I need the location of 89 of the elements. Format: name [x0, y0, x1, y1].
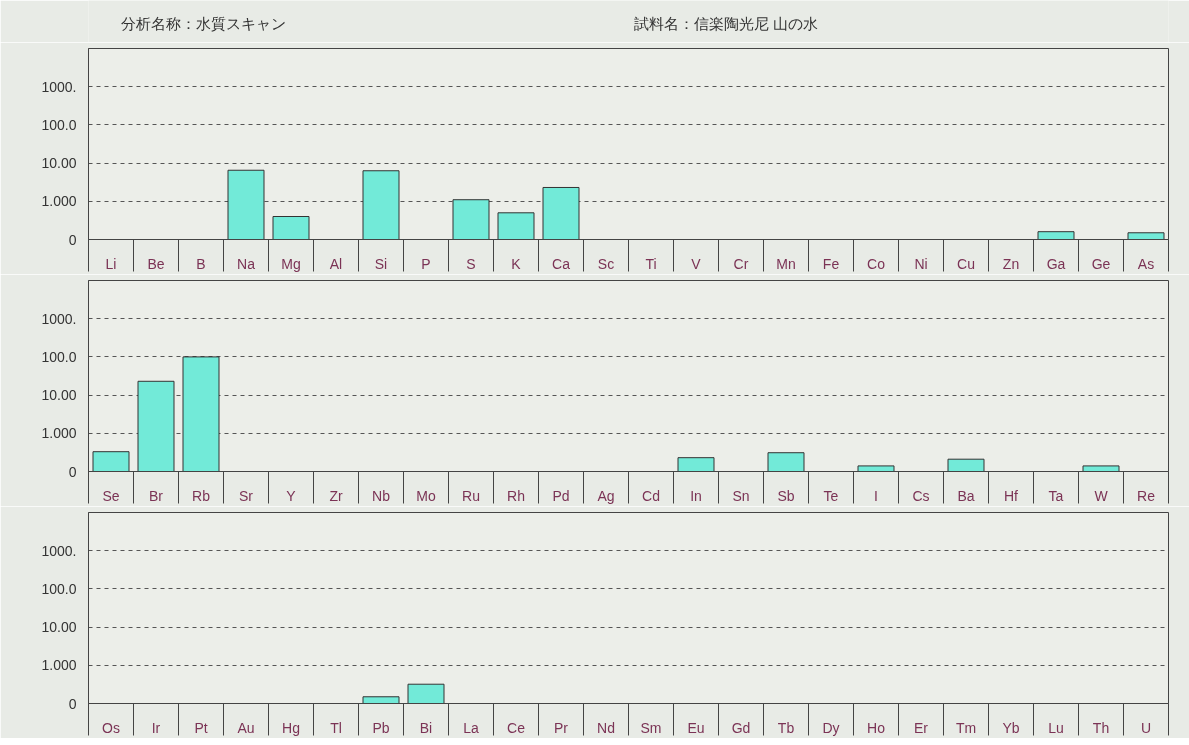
x-tick-label: Br: [149, 487, 164, 504]
text: 分析名称：水質スキャン: [120, 15, 286, 33]
y-tick-label: 1000.: [41, 542, 77, 559]
x-tick-label: Re: [1137, 487, 1156, 504]
x-tick-label: Li: [105, 255, 117, 272]
x-tick-label: Ce: [507, 719, 526, 736]
x-tick-label: Zr: [329, 487, 343, 504]
x-tick-label: In: [690, 487, 702, 504]
x-tick-label: Se: [102, 487, 120, 504]
x-tick-label: Sr: [239, 487, 254, 504]
x-tick-label: Be: [147, 255, 165, 272]
x-tick-label: Ta: [1048, 487, 1064, 504]
x-tick-label: Zn: [1002, 255, 1020, 272]
x-tick-label: U: [1140, 719, 1152, 736]
x-tick-label: Bi: [419, 719, 433, 736]
y-tick-label: 10.00: [41, 619, 77, 636]
x-tick-label: Pt: [194, 719, 208, 736]
y-tick-label: 100.0: [41, 116, 77, 133]
x-tick-label: Ca: [552, 255, 571, 272]
x-tick-label: Rh: [507, 487, 525, 504]
x-tick-label: Pr: [554, 719, 569, 736]
x-tick-label: Pd: [552, 487, 570, 504]
x-tick-label: Ga: [1046, 255, 1066, 272]
x-tick-label: Gd: [731, 719, 751, 736]
x-tick-label: Er: [914, 719, 929, 736]
x-tick-label: Na: [237, 255, 256, 272]
x-tick-label: Yb: [1002, 719, 1020, 736]
x-tick-label: Al: [329, 255, 343, 272]
y-tick-label: 1.000: [41, 193, 77, 210]
y-tick-label: 1.000: [41, 425, 77, 442]
y-tick-label: 0: [68, 463, 77, 480]
x-tick-label: Hg: [282, 719, 300, 736]
x-tick-label: W: [1094, 487, 1109, 504]
x-tick-label: Hf: [1004, 487, 1019, 504]
y-tick-label: 100.0: [41, 348, 77, 365]
x-tick-label: Mo: [416, 487, 436, 504]
x-tick-label: B: [196, 255, 206, 272]
x-tick-label: Si: [374, 255, 388, 272]
x-tick-label: Ag: [597, 487, 615, 504]
x-tick-label: I: [874, 487, 878, 504]
x-tick-label: Eu: [687, 719, 705, 736]
x-tick-label: Th: [1092, 719, 1110, 736]
x-tick-label: Ru: [462, 487, 480, 504]
x-tick-label: Au: [237, 719, 255, 736]
x-tick-label: Dy: [822, 719, 840, 736]
x-tick-label: K: [511, 255, 522, 272]
x-tick-label: Pb: [372, 719, 390, 736]
x-tick-label: Rb: [192, 487, 211, 504]
x-tick-label: Y: [286, 487, 297, 504]
x-tick-label: Ni: [914, 255, 928, 272]
x-tick-label: Cd: [642, 487, 660, 504]
x-tick-label: Ba: [957, 487, 975, 504]
y-tick-label: 10.00: [41, 387, 77, 404]
y-tick-label: 10.00: [41, 155, 77, 172]
y-tick-label: 1000.: [41, 310, 77, 327]
x-tick-label: Fe: [822, 255, 840, 272]
x-tick-label: V: [691, 255, 702, 272]
x-tick-label: Tb: [777, 719, 795, 736]
x-tick-label: As: [1137, 255, 1155, 272]
x-tick-label: Cr: [733, 255, 749, 272]
y-tick-label: 0: [68, 695, 77, 712]
x-tick-label: Cu: [957, 255, 975, 272]
x-tick-label: Os: [102, 719, 120, 736]
x-tick-label: Ge: [1091, 255, 1111, 272]
x-tick-label: S: [466, 255, 476, 272]
x-tick-label: Mg: [281, 255, 301, 272]
y-tick-label: 1000.: [41, 78, 77, 95]
x-tick-label: Co: [867, 255, 886, 272]
x-tick-label: P: [421, 255, 431, 272]
x-tick-label: La: [463, 719, 479, 736]
x-tick-label: Nb: [372, 487, 391, 504]
x-tick-label: Sm: [640, 719, 662, 736]
x-tick-label: Sb: [777, 487, 795, 504]
y-tick-label: 100.0: [41, 580, 77, 597]
x-tick-label: Sc: [597, 255, 615, 272]
x-tick-label: Ho: [867, 719, 886, 736]
x-tick-label: Nd: [597, 719, 615, 736]
x-tick-label: Ti: [645, 255, 657, 272]
x-tick-label: Tl: [330, 719, 342, 736]
y-tick-label: 0: [68, 231, 77, 248]
text: 試料名：信楽陶光尼 山の水: [633, 15, 819, 33]
x-tick-label: Lu: [1048, 719, 1064, 736]
x-tick-label: Sn: [732, 487, 750, 504]
x-tick-label: Cs: [912, 487, 930, 504]
x-tick-label: Mn: [776, 255, 796, 272]
x-tick-label: Ir: [151, 719, 161, 736]
x-tick-label: Tm: [955, 719, 977, 736]
y-tick-label: 1.000: [41, 657, 77, 674]
x-tick-label: Te: [823, 487, 839, 504]
